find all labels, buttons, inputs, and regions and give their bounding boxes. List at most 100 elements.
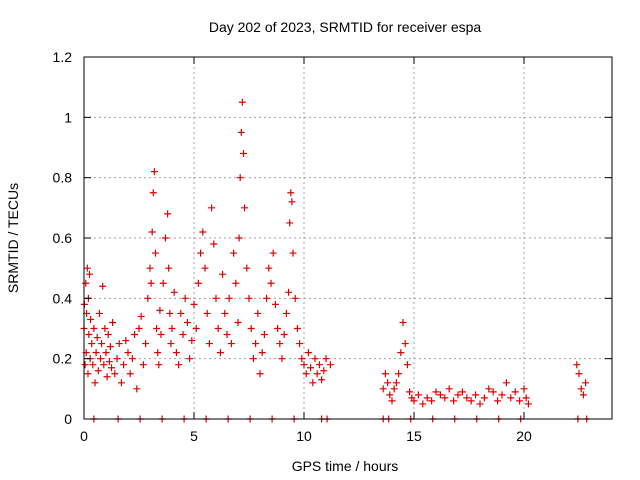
data-point <box>197 249 205 257</box>
data-point <box>384 379 392 387</box>
data-point <box>108 364 115 372</box>
data-point <box>124 349 132 357</box>
y-tick-label: 0.2 <box>53 351 73 367</box>
data-point <box>100 361 108 369</box>
data-point <box>122 337 130 345</box>
data-point <box>318 376 326 384</box>
data-point <box>83 264 91 272</box>
data-point <box>97 355 104 363</box>
data-point <box>285 288 293 296</box>
data-point <box>170 288 178 296</box>
data-point <box>520 385 528 393</box>
x-tick-label: 20 <box>516 428 532 444</box>
data-point <box>287 189 295 197</box>
data-point <box>524 400 532 408</box>
data-point <box>476 400 484 408</box>
data-point <box>315 361 323 369</box>
data-point <box>278 355 286 363</box>
data-point <box>322 355 330 363</box>
data-point <box>232 279 240 287</box>
data-point <box>326 361 334 369</box>
data-point <box>485 385 493 393</box>
data-point <box>175 361 183 369</box>
data-point <box>249 355 257 363</box>
data-point <box>113 355 121 363</box>
data-point <box>214 325 222 332</box>
data-point <box>467 397 475 405</box>
data-point <box>300 361 308 369</box>
data-point <box>238 98 246 106</box>
data-point <box>410 397 418 405</box>
data-point <box>152 249 159 257</box>
data-point <box>90 325 98 332</box>
data-point <box>177 309 185 317</box>
data-point <box>92 349 100 357</box>
data-point <box>577 385 585 393</box>
data-point <box>230 249 238 257</box>
data-point <box>126 370 134 378</box>
data-point <box>87 315 95 323</box>
data-point <box>241 204 249 212</box>
data-point <box>190 300 198 308</box>
data-point <box>221 309 229 317</box>
data-point <box>131 331 139 339</box>
data-point <box>120 361 128 369</box>
data-point <box>522 394 530 402</box>
data-point <box>579 391 587 399</box>
data-point <box>432 388 440 396</box>
data-point <box>236 174 244 182</box>
data-point <box>192 325 200 332</box>
x-tick-label: 0 <box>80 428 88 444</box>
data-point <box>302 370 310 378</box>
data-point <box>106 343 114 351</box>
data-point <box>133 385 141 393</box>
data-point <box>147 279 155 287</box>
data-point <box>88 340 96 348</box>
data-points <box>80 98 591 423</box>
chart-title: Day 202 of 2023, SRMTID for receiver esp… <box>209 19 482 35</box>
data-point <box>95 309 103 317</box>
data-point <box>245 294 253 302</box>
data-point <box>237 128 245 136</box>
data-point <box>149 189 157 197</box>
data-point <box>454 391 462 399</box>
data-point <box>150 168 158 176</box>
data-point <box>194 279 202 287</box>
data-point <box>102 349 110 357</box>
x-axis-label: GPS time / hours <box>292 458 399 474</box>
data-point <box>186 355 194 363</box>
data-point <box>406 388 414 396</box>
data-point <box>164 210 172 218</box>
data-point <box>168 325 176 332</box>
data-point <box>414 391 422 399</box>
data-point <box>289 249 297 257</box>
data-point <box>582 379 590 387</box>
data-point <box>99 282 107 290</box>
data-point <box>117 379 125 387</box>
data-point <box>399 318 407 326</box>
y-tick-label: 0 <box>64 411 72 427</box>
data-point <box>307 364 315 372</box>
data-point <box>256 370 264 378</box>
data-point <box>511 388 519 396</box>
data-point <box>84 370 92 378</box>
data-point <box>507 394 515 402</box>
data-point <box>137 312 145 320</box>
data-point <box>167 340 175 348</box>
data-point <box>105 358 113 366</box>
data-point <box>104 331 112 339</box>
data-point <box>280 331 288 339</box>
data-point <box>458 388 466 396</box>
data-point <box>157 331 165 339</box>
data-point <box>403 361 411 369</box>
data-point <box>428 397 436 405</box>
data-point <box>480 394 488 402</box>
data-point <box>298 355 306 363</box>
y-tick-label: 0.8 <box>53 170 73 186</box>
y-tick-label: 0.6 <box>53 230 73 246</box>
data-point <box>436 391 444 399</box>
data-point <box>296 340 304 348</box>
data-point <box>208 204 216 212</box>
data-point <box>397 349 405 357</box>
